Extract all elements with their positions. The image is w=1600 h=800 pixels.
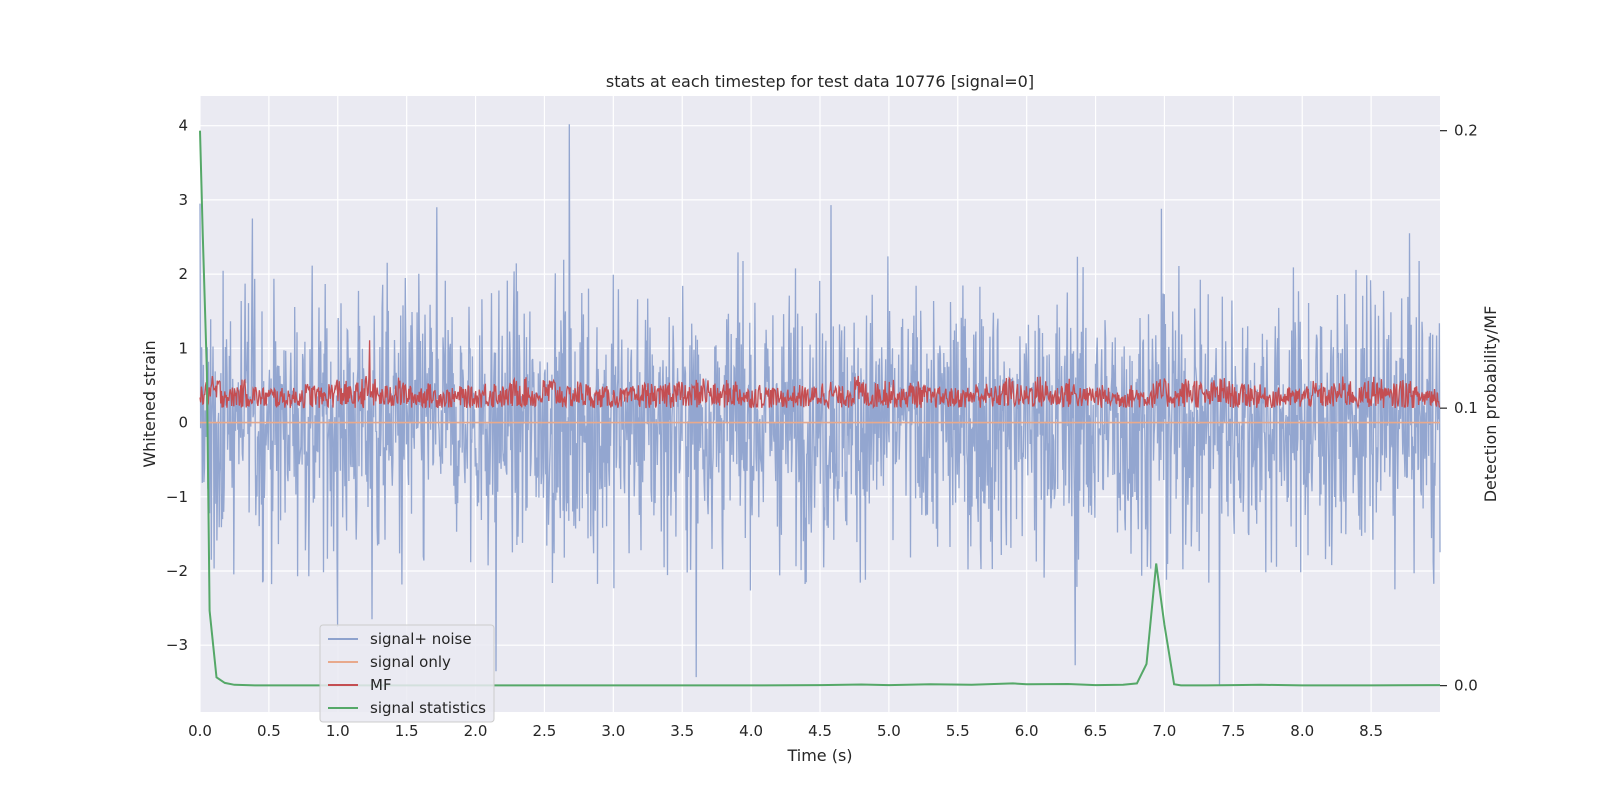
series-mf-line	[199, 340, 1441, 410]
x-tick-label: 8.0	[1290, 722, 1314, 740]
y-tick-label: −1	[166, 488, 188, 506]
y-axis-title: Whitened strain	[140, 340, 159, 467]
x-tick-label: 5.0	[877, 722, 901, 740]
legend-label-mf: MF	[370, 676, 392, 694]
y-tick-label: 4	[178, 117, 188, 135]
x-tick-label: 4.5	[808, 722, 832, 740]
y-tick-label: −2	[166, 562, 188, 580]
x-tick-label: 0.5	[257, 722, 281, 740]
x-tick-label: 1.0	[326, 722, 350, 740]
y-tick-label: 2	[178, 265, 188, 283]
y-right-axis-title: Detection probability/MF	[1481, 306, 1500, 503]
series-signal-noise-line	[199, 124, 1441, 687]
x-tick-label: 2.5	[533, 722, 557, 740]
legend-label-signal-statistics: signal statistics	[370, 699, 486, 717]
x-axis-title: Time (s)	[786, 746, 852, 765]
legend-label-signal-noise: signal+ noise	[370, 630, 472, 648]
x-tick-label: 3.5	[670, 722, 694, 740]
ticks: 0.0 0.5 1.0 1.5 2.0 2.5 3.0 3.5 4.0 4.5 5.0 5.5 6.0 6…	[166, 117, 1478, 740]
x-tick-label: 7.0	[1153, 722, 1177, 740]
series-layer	[199, 124, 1441, 687]
y-tick-label: 3	[178, 191, 188, 209]
series-signal-statistics-line	[199, 130, 1441, 687]
x-tick-label: 1.5	[395, 722, 419, 740]
y-tick-label: 0	[178, 414, 188, 432]
y-tick-label: 1	[178, 339, 188, 357]
x-tick-label: 7.5	[1221, 722, 1245, 740]
x-tick-label: 5.5	[946, 722, 970, 740]
y-tick-label: −3	[166, 636, 188, 654]
legend-label-signal-only: signal only	[370, 653, 451, 671]
y-right-tick-label: 0.1	[1454, 399, 1478, 417]
x-tick-label: 8.5	[1359, 722, 1383, 740]
y-right-tick-label: 0.2	[1454, 122, 1478, 140]
x-tick-label: 0.0	[188, 722, 212, 740]
y-right-tick-label: 0.0	[1454, 677, 1478, 695]
legend: signal+ noise signal only MF signal stat…	[319, 624, 495, 723]
x-tick-label: 6.0	[1015, 722, 1039, 740]
x-tick-label: 4.0	[739, 722, 763, 740]
x-tick-label: 2.0	[464, 722, 488, 740]
x-tick-label: 6.5	[1084, 722, 1108, 740]
x-tick-label: 3.0	[601, 722, 625, 740]
chart-title: stats at each timestep for test data 107…	[606, 72, 1034, 91]
legend-box	[319, 624, 495, 723]
